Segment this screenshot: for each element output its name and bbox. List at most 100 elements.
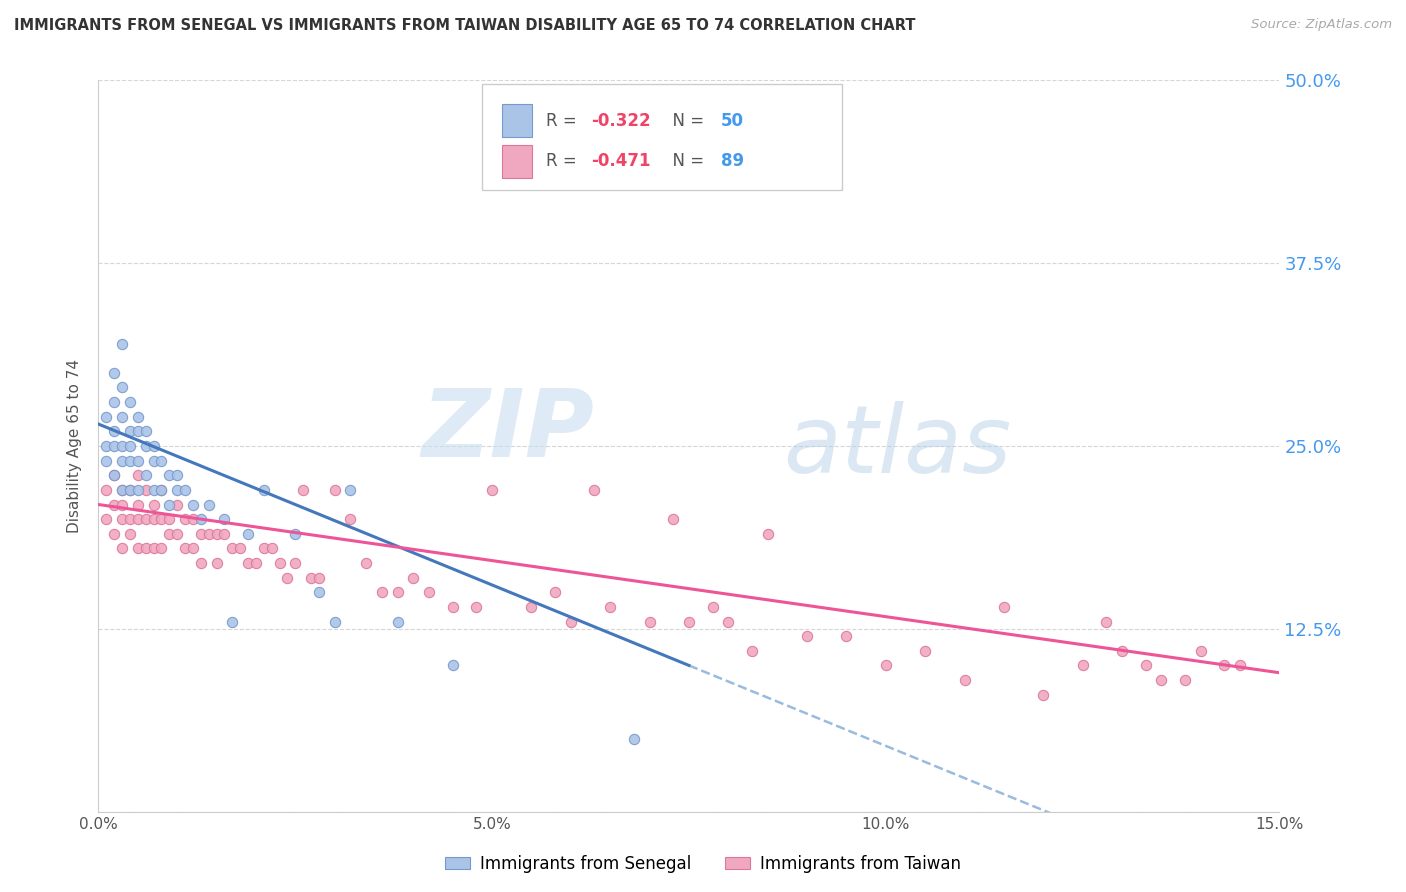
Point [96,512,118,526]
Point [339,512,361,526]
Point [118,483,141,497]
Point [481,483,503,497]
Point [441,658,464,673]
Point [127,453,149,467]
Point [1189,644,1212,658]
Point [127,541,149,556]
Text: R =: R = [546,112,582,130]
Point [96,483,118,497]
Point [354,556,377,570]
Point [717,615,740,629]
Point [638,615,661,629]
Point [111,453,134,467]
Point [181,498,204,512]
Point [662,512,685,526]
Point [441,599,464,614]
Point [96,439,118,453]
Point [103,468,125,483]
Point [111,483,134,497]
Point [292,483,315,497]
Point [150,453,173,467]
Point [205,556,228,570]
Point [1150,673,1173,687]
Point [142,541,165,556]
Point [127,409,149,424]
Point [229,541,252,556]
Point [166,498,188,512]
Point [118,395,141,409]
Point [284,526,307,541]
Legend: Immigrants from Senegal, Immigrants from Taiwan: Immigrants from Senegal, Immigrants from… [439,848,967,880]
Point [118,483,141,497]
Point [599,599,621,614]
Point [142,512,165,526]
Point [221,615,243,629]
Point [111,439,134,453]
Point [103,395,125,409]
Point [103,468,125,483]
Point [236,526,259,541]
Point [174,483,197,497]
Point [339,483,361,497]
Point [142,453,165,467]
Point [993,599,1015,614]
Point [103,526,125,541]
Point [166,483,188,497]
Point [181,541,204,556]
Point [150,541,173,556]
Point [276,571,298,585]
Point [142,439,165,453]
Point [127,483,149,497]
Point [253,541,276,556]
Point [135,439,157,453]
FancyBboxPatch shape [482,84,842,190]
Point [387,615,409,629]
Point [835,629,858,643]
Point [127,498,149,512]
Text: 50: 50 [721,112,744,130]
Point [118,439,141,453]
Point [796,629,818,643]
Point [284,556,307,570]
Point [135,468,157,483]
Point [308,585,330,599]
Point [190,512,212,526]
Point [118,425,141,439]
Point [135,483,157,497]
Point [127,468,149,483]
Point [111,541,134,556]
Point [260,541,283,556]
Point [111,498,134,512]
Point [253,483,276,497]
Point [323,615,346,629]
Point [953,673,976,687]
Point [308,571,330,585]
Point [150,483,173,497]
Point [1071,658,1094,673]
Point [103,366,125,380]
Point [520,599,543,614]
Text: atlas: atlas [783,401,1012,491]
Bar [502,104,531,137]
Point [741,644,763,658]
Point [245,556,267,570]
Point [135,512,157,526]
Point [157,468,180,483]
Point [197,498,219,512]
Text: 89: 89 [721,153,744,170]
Point [190,556,212,570]
Point [418,585,440,599]
Point [678,615,700,629]
Point [157,526,180,541]
Text: Source: ZipAtlas.com: Source: ZipAtlas.com [1251,18,1392,31]
Point [150,512,173,526]
Point [96,409,118,424]
Point [181,512,204,526]
Text: N =: N = [662,153,709,170]
Point [103,425,125,439]
Point [103,498,125,512]
Point [118,512,141,526]
Point [299,571,322,585]
Point [111,336,134,351]
Point [1095,615,1118,629]
